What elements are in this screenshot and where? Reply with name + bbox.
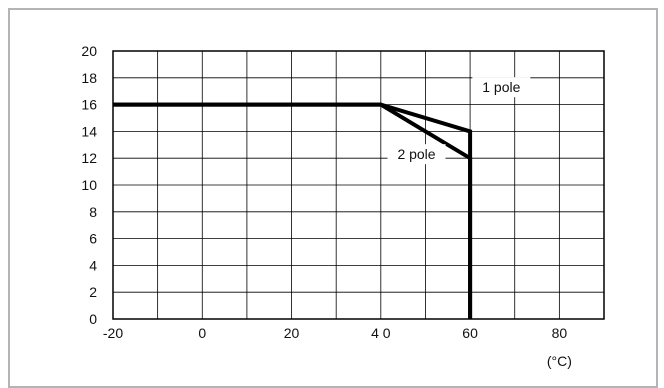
x-tick-label: 80 [552, 325, 568, 341]
y-tick-label: 0 [89, 311, 97, 327]
x-tick-label: 4 0 [371, 325, 391, 341]
series-line [113, 102, 473, 319]
annotation-label: 2 pole [397, 146, 435, 162]
grid [112, 50, 605, 320]
y-tick-label: 18 [81, 70, 97, 86]
tick-labels: 0 2 4 6 8 10 12 14 16 18 20 -20 0 20 4 0 60 80 [81, 43, 567, 341]
y-tick-label: 20 [81, 43, 97, 59]
x-unit-label: (°C) [547, 353, 572, 369]
y-tick-label: 12 [81, 150, 97, 166]
y-tick-label: 8 [89, 204, 97, 220]
x-tick-label: -20 [103, 325, 123, 341]
chart-frame [8, 8, 658, 388]
x-tick-label: 20 [284, 325, 300, 341]
annotation-background [472, 77, 531, 98]
y-tick-label: 10 [81, 177, 97, 193]
annotation-label: 1 pole [482, 79, 520, 95]
y-tick-label: 4 [89, 257, 97, 273]
derating-chart: 0 2 4 6 8 10 12 14 16 18 20 -20 0 20 4 0 60 80 (°C) 1 po… [81, 43, 605, 369]
x-tick-label: 60 [462, 325, 478, 341]
y-tick-label: 2 [89, 284, 97, 300]
y-tick-label: 14 [81, 123, 97, 139]
annotations: 1 pole 2 pole [387, 77, 531, 165]
y-tick-label: 16 [81, 97, 97, 113]
y-tick-label: 6 [89, 231, 97, 247]
plot-area-border [112, 50, 605, 320]
x-tick-label: 0 [198, 325, 206, 341]
annotation-background [387, 144, 446, 165]
series-lines [113, 102, 473, 319]
